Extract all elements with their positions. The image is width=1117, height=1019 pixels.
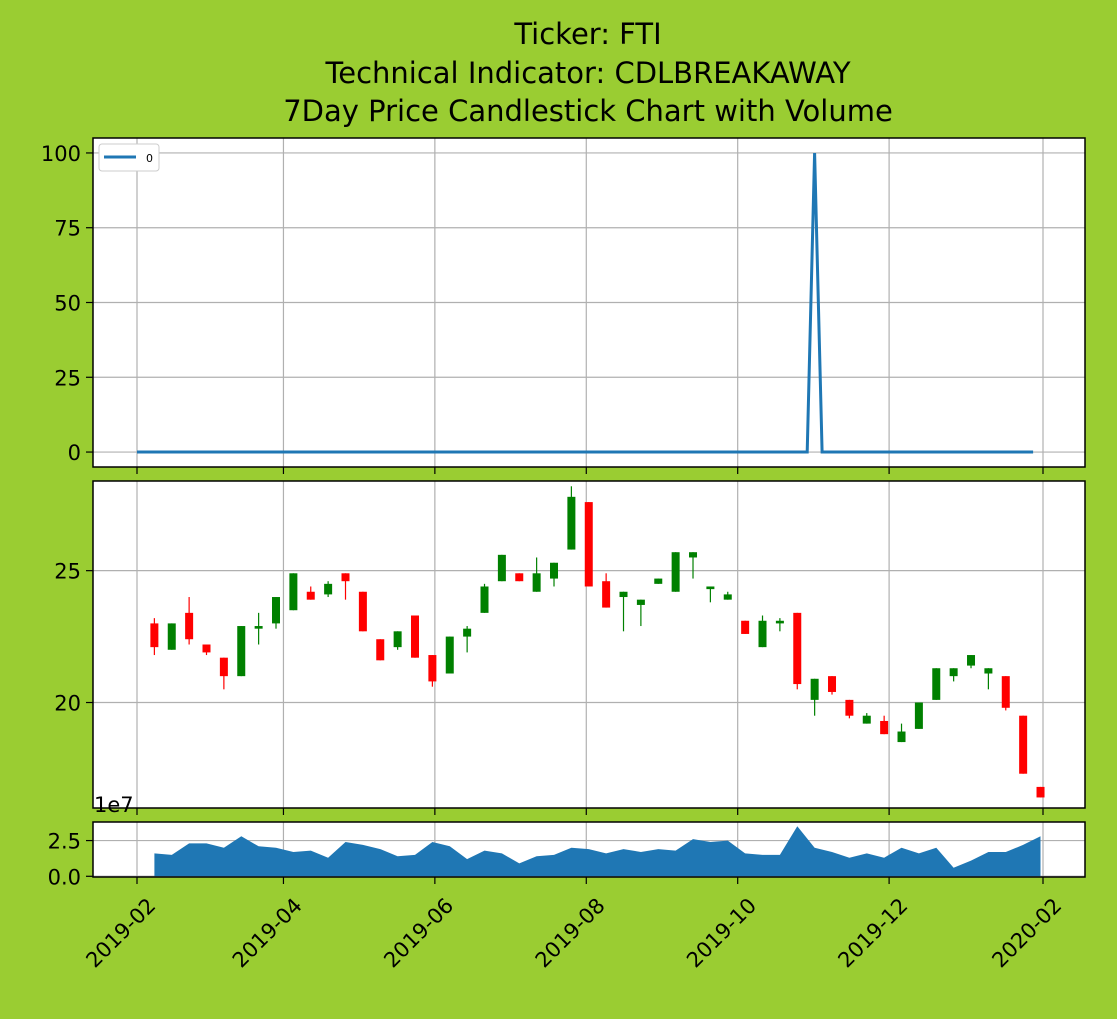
indicator-ytick-label-1: 25 xyxy=(54,366,81,390)
candle-body-34 xyxy=(741,621,749,634)
indicator-panel: 0 25 50 75 100 0 xyxy=(41,138,1085,474)
candle-body-2 xyxy=(185,613,193,639)
candle-body-51 xyxy=(1037,787,1045,798)
candle-body-33 xyxy=(724,594,732,599)
candle-body-32 xyxy=(706,586,714,589)
candle-body-20 xyxy=(498,555,506,581)
indicator-ytick-label-3: 75 xyxy=(54,217,81,241)
candle-body-13 xyxy=(376,639,384,660)
candle-body-17 xyxy=(446,637,454,674)
candle-body-45 xyxy=(932,668,940,700)
candle-body-29 xyxy=(654,579,662,584)
volume-offset-label: 1e7 xyxy=(94,793,134,817)
indicator-ytick-label-2: 50 xyxy=(54,292,81,316)
indicator-ytick-label-0: 0 xyxy=(68,441,81,465)
candle-body-18 xyxy=(463,629,471,637)
candle-body-41 xyxy=(863,716,871,724)
candle-body-47 xyxy=(967,655,975,666)
title-line-1: Ticker: FTI xyxy=(513,17,661,51)
candle-body-25 xyxy=(585,502,593,586)
candle-body-9 xyxy=(307,592,315,600)
candle-body-43 xyxy=(898,732,906,743)
candle-body-42 xyxy=(880,721,888,734)
indicator-legend: 0 xyxy=(99,144,159,171)
volume-ytick-label-0: 0.0 xyxy=(48,865,81,889)
candle-body-16 xyxy=(428,655,436,681)
title-line-3: 7Day Price Candlestick Chart with Volume xyxy=(283,94,893,128)
candle-body-23 xyxy=(550,563,558,579)
candle-body-10 xyxy=(324,584,332,595)
candle-body-28 xyxy=(637,600,645,605)
candle-body-6 xyxy=(255,626,263,629)
candle-body-19 xyxy=(481,586,489,612)
candle-body-5 xyxy=(237,626,245,676)
candle-body-4 xyxy=(220,658,228,676)
candle-body-40 xyxy=(845,700,853,716)
candle-body-31 xyxy=(689,552,697,557)
price-ytick-label-0: 20 xyxy=(54,692,81,716)
candle-body-49 xyxy=(1002,676,1010,708)
candle-body-37 xyxy=(793,613,801,684)
candle-body-7 xyxy=(272,597,280,623)
candle-body-15 xyxy=(411,615,419,657)
candle-body-35 xyxy=(759,621,767,647)
candle-body-48 xyxy=(984,668,992,673)
candle-body-8 xyxy=(289,573,297,610)
indicator-ytick-label-4: 100 xyxy=(41,142,81,166)
candle-body-1 xyxy=(168,623,176,649)
candle-body-46 xyxy=(950,668,958,676)
price-ytick-label-1: 25 xyxy=(54,560,81,584)
candle-body-44 xyxy=(915,703,923,729)
candle-body-12 xyxy=(359,592,367,632)
candle-body-22 xyxy=(533,573,541,591)
candle-body-26 xyxy=(602,581,610,607)
legend-entry-label: 0 xyxy=(146,152,153,165)
candle-body-27 xyxy=(620,592,628,597)
volume-ytick-label-1: 2.5 xyxy=(48,830,81,854)
candle-body-0 xyxy=(150,623,158,647)
candle-body-36 xyxy=(776,621,784,624)
candle-body-24 xyxy=(567,497,575,550)
candle-body-38 xyxy=(811,679,819,700)
candle-body-11 xyxy=(342,573,350,581)
candle-body-50 xyxy=(1019,716,1027,774)
candle-body-3 xyxy=(203,645,211,653)
title-line-2: Technical Indicator: CDLBREAKAWAY xyxy=(324,56,850,90)
candle-body-14 xyxy=(394,631,402,647)
candle-body-30 xyxy=(672,552,680,592)
candle-body-39 xyxy=(828,676,836,692)
candle-body-21 xyxy=(515,573,523,581)
